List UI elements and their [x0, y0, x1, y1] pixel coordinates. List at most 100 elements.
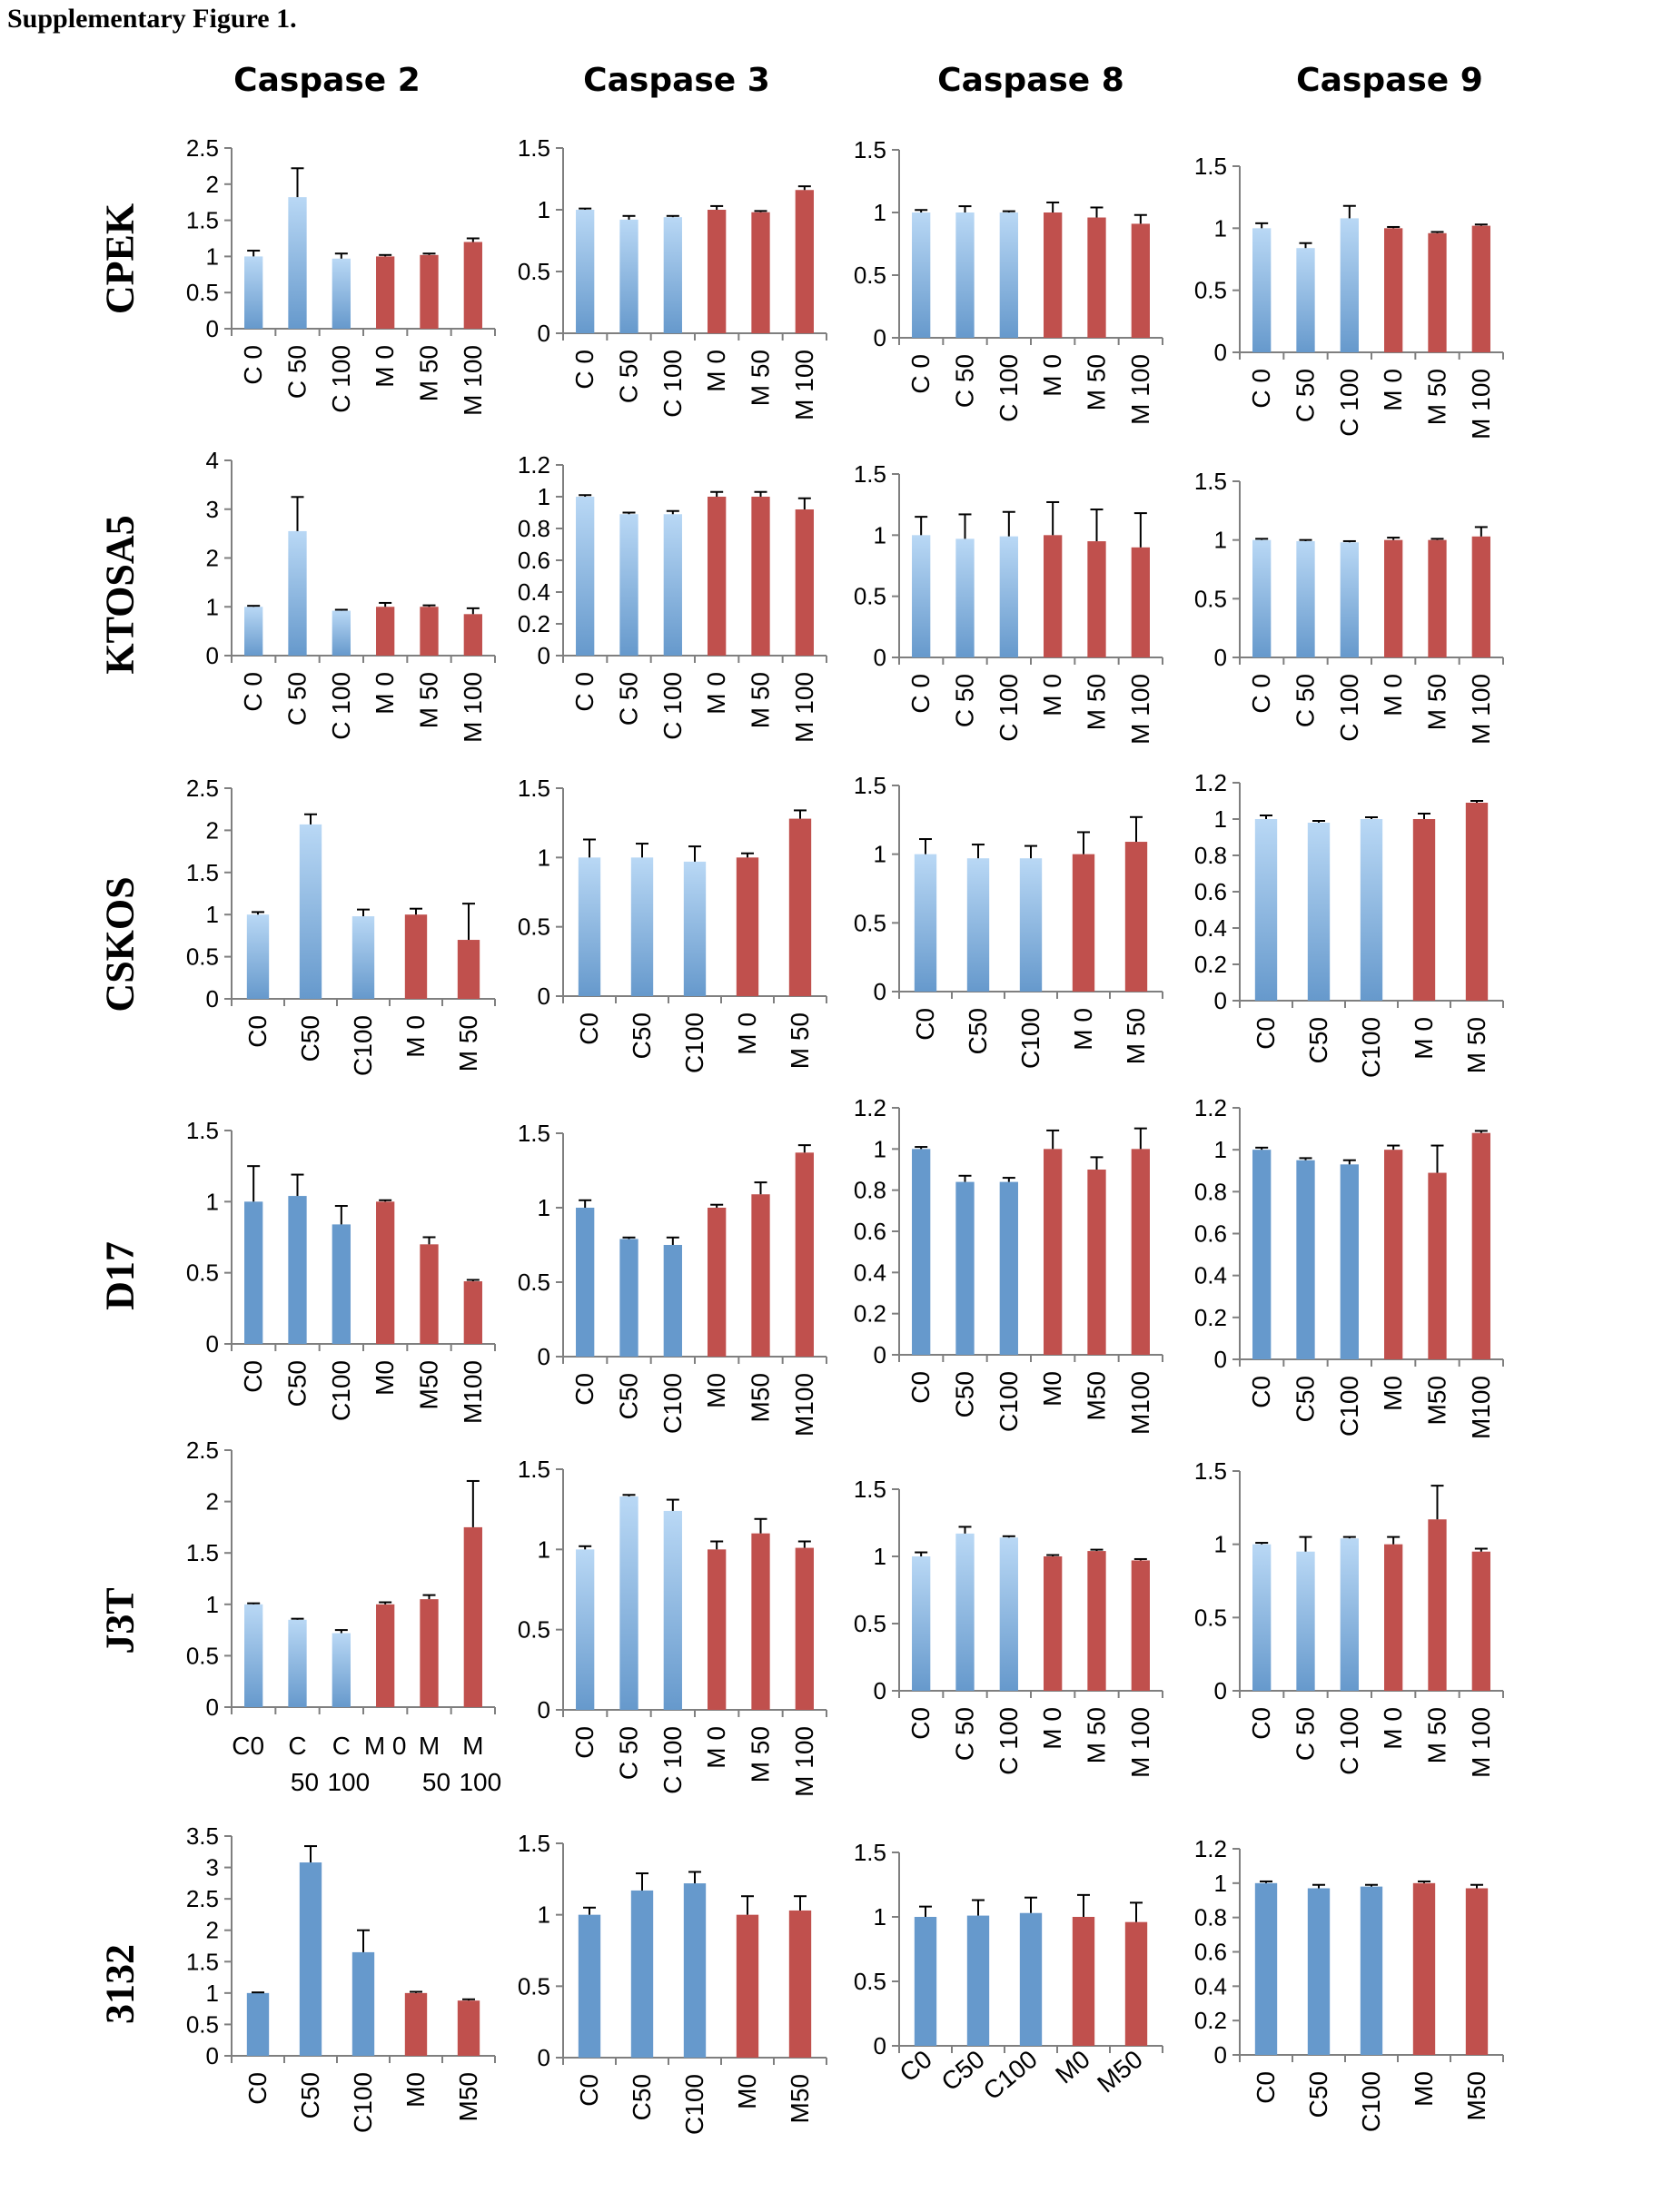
x-tick-label: M0 [1410, 2071, 1438, 2107]
x-tick-label: C0 [906, 1707, 935, 1740]
x-tick-label: M50 [747, 1373, 775, 1422]
y-tick-label: 0.4 [1194, 1972, 1227, 2000]
x-tick-label: C100 [1335, 1376, 1363, 1437]
y-tick-label: 0.5 [186, 1642, 219, 1669]
y-tick-label: 0 [538, 320, 550, 347]
x-tick-label: C 0 [906, 674, 935, 714]
y-tick-label: 0.8 [854, 1177, 886, 1204]
x-tick-label: M 50 [1083, 674, 1111, 730]
x-tick-label: M 50 [747, 1726, 775, 1782]
x-tick-label: C 100 [327, 345, 355, 413]
y-tick-label: 1 [206, 901, 219, 928]
x-tick-label: M 0 [733, 1012, 761, 1055]
bar-c-50 [1296, 1551, 1315, 1691]
y-tick-label: 1 [874, 1903, 886, 1931]
y-tick-label: 0.5 [518, 1972, 550, 2000]
bar-m-100 [795, 190, 814, 333]
bar-m-0 [1072, 854, 1095, 992]
x-tick-label: C 0 [1247, 674, 1275, 714]
y-tick-label: 0.5 [854, 262, 886, 289]
y-tick-label: 0.5 [1194, 277, 1227, 304]
x-tick-label: C50 [1304, 2071, 1332, 2118]
x-tick-label: M0 [1038, 1371, 1066, 1407]
x-tick-label: C 50 [615, 1726, 643, 1780]
x-tick-label: M0 [371, 1360, 399, 1396]
x-tick-label: M 100 [1126, 1707, 1154, 1778]
chart-j3t-caspase-3: 0 0.5 1 1.5 C0 C 50 C 100 M 0 M 50 M 100 [518, 1456, 827, 1797]
y-tick-label: 0.4 [1194, 1262, 1227, 1289]
bar-c-50 [619, 219, 638, 333]
x-tick-label: M 100 [790, 350, 818, 420]
y-tick-label: 1.5 [186, 1117, 219, 1144]
bar-m-0 [1412, 819, 1436, 1001]
x-tick-label: C 100 [995, 1707, 1023, 1775]
bar-c50 [1307, 1888, 1331, 2055]
x-tick-label: C0 [1247, 1707, 1275, 1740]
y-tick-label: 0.4 [518, 578, 550, 606]
x-tick-label: M 50 [454, 1015, 482, 1071]
x-tick-label: M 50 [1423, 369, 1451, 425]
x-tick-label: M 100 [1467, 674, 1495, 745]
y-tick-label: 0 [1214, 1346, 1227, 1373]
x-tick-label: M 0 [702, 350, 730, 392]
x-tick-label: C50 [283, 1360, 312, 1407]
y-tick-label: 0.6 [1194, 1220, 1227, 1248]
x-tick-label: M 50 [415, 672, 443, 728]
x-tick-label: C100 [1357, 2071, 1385, 2132]
bar-c0 [1252, 1150, 1272, 1359]
bar-m-100 [463, 614, 482, 656]
x-tick-label: M50 [1092, 2045, 1148, 2098]
y-tick-label: 1 [874, 199, 886, 226]
x-tick-label: M 50 [1462, 1017, 1490, 1073]
bar-m-50 [457, 940, 480, 999]
bar-c-0 [576, 210, 595, 333]
bar-m-50 [1124, 842, 1148, 992]
x-tick-label: M 50 [786, 1012, 814, 1069]
y-tick-label: 0 [538, 983, 550, 1010]
y-tick-label: 0.2 [1194, 951, 1227, 978]
bar-m-0 [1384, 1544, 1403, 1691]
x-tick-label: M 100 [459, 672, 487, 743]
y-tick-label: 1.5 [518, 1456, 550, 1483]
y-tick-label: 1.5 [854, 460, 886, 488]
chart-d17-caspase-2: 0 0.5 1 1.5 C0 C50 C100 M0 M50 M100 [186, 1117, 496, 1424]
bar-c0 [244, 1201, 263, 1344]
chart-ktosa5-caspase-9: 0 0.5 1 1.5 C 0 C 50 C 100 M 0 M 50 M 100 [1194, 468, 1504, 745]
y-tick-label: 0.6 [854, 1218, 886, 1245]
x-tick-label: C 50 [951, 1707, 979, 1761]
x-tick-label: M 100 [790, 1726, 818, 1797]
y-tick-label: 1.5 [518, 134, 550, 162]
x-tick-label: C 0 [1247, 369, 1275, 409]
y-tick-label: 1.2 [854, 1094, 886, 1121]
bar-c-50 [288, 1619, 307, 1707]
x-tick-label: C0 [243, 2072, 272, 2105]
chart-cpek-caspase-9: 0 0.5 1 1.5 C 0 C 50 C 100 M 0 M 50 M 100 [1194, 153, 1504, 439]
bar-m-0 [708, 497, 727, 656]
x-tick-label: C 100 [1335, 674, 1363, 742]
bar-m-100 [795, 1547, 814, 1710]
bar-m100 [795, 1152, 814, 1357]
y-tick-label: 0.5 [518, 1616, 550, 1644]
x-tick-label: M 0 [401, 1015, 430, 1058]
y-tick-label: 1 [538, 1536, 550, 1563]
y-tick-label: 0.4 [854, 1259, 886, 1286]
bar-c0 [244, 1604, 263, 1707]
y-tick-label: 0 [1214, 987, 1227, 1014]
x-tick-label: C100 [349, 1015, 377, 1076]
x-tick-label: C100 [1016, 1008, 1044, 1069]
bar-c-50 [288, 197, 307, 329]
bar-c0 [576, 1208, 595, 1357]
x-tick-label: C50 [296, 2072, 324, 2118]
y-tick-label: 2 [206, 816, 219, 844]
y-tick-label: 1 [206, 1980, 219, 2007]
y-tick-label: 0 [206, 642, 219, 669]
bar-c-0 [1252, 539, 1272, 657]
x-tick-label: C50 [964, 1008, 992, 1054]
x-tick-label: C 0 [239, 672, 267, 712]
bar-m-100 [795, 509, 814, 656]
y-tick-label: 1 [1214, 1136, 1227, 1163]
y-tick-label: 0 [1214, 1677, 1227, 1704]
